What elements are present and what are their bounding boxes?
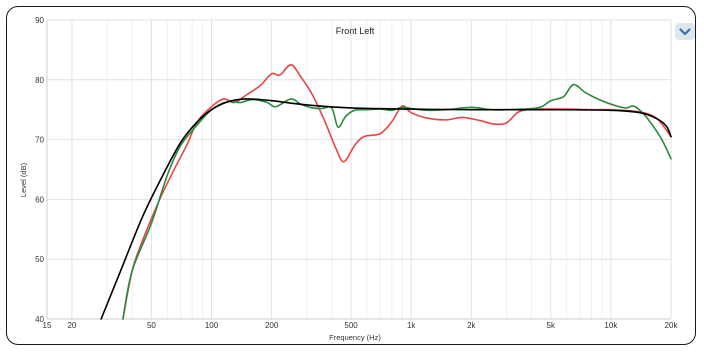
x-tick-label: 2k [467,321,476,330]
chevron-down-icon [679,27,691,35]
y-tick-label: 50 [35,255,44,264]
series-layer [100,64,672,320]
y-tick-label: 60 [35,195,44,204]
x-tick-label: 50 [147,321,156,330]
x-axis-title: Frequency (Hz) [329,333,381,342]
x-tick-label: 10k [604,321,618,330]
y-tick-label: 70 [35,136,44,145]
chart-menu-button[interactable] [675,23,695,40]
y-axis-title: Level (dB) [19,162,28,197]
y-tick-label: 40 [35,315,44,324]
grid [46,19,672,320]
chart-title: Front Left [336,26,375,36]
axes: 15 20 50 100 200 500 1k 2k 5k 10k 20k 40 50 60 70 80 90 [35,16,678,330]
x-tick-label: 5k [547,321,556,330]
x-tick-label: 20 [67,321,76,330]
x-tick-label: 500 [344,321,358,330]
x-tick-label: 100 [205,321,219,330]
x-tick-label: 200 [265,321,279,330]
x-tick-label: 20k [665,321,679,330]
series-line-0 [100,98,672,320]
y-tick-label: 90 [35,16,44,25]
y-tick-label: 80 [35,76,44,85]
x-tick-label: 15 [43,321,52,330]
x-tick-label: 1k [407,321,416,330]
series-line-2 [122,83,672,320]
series-line-1 [122,64,672,320]
